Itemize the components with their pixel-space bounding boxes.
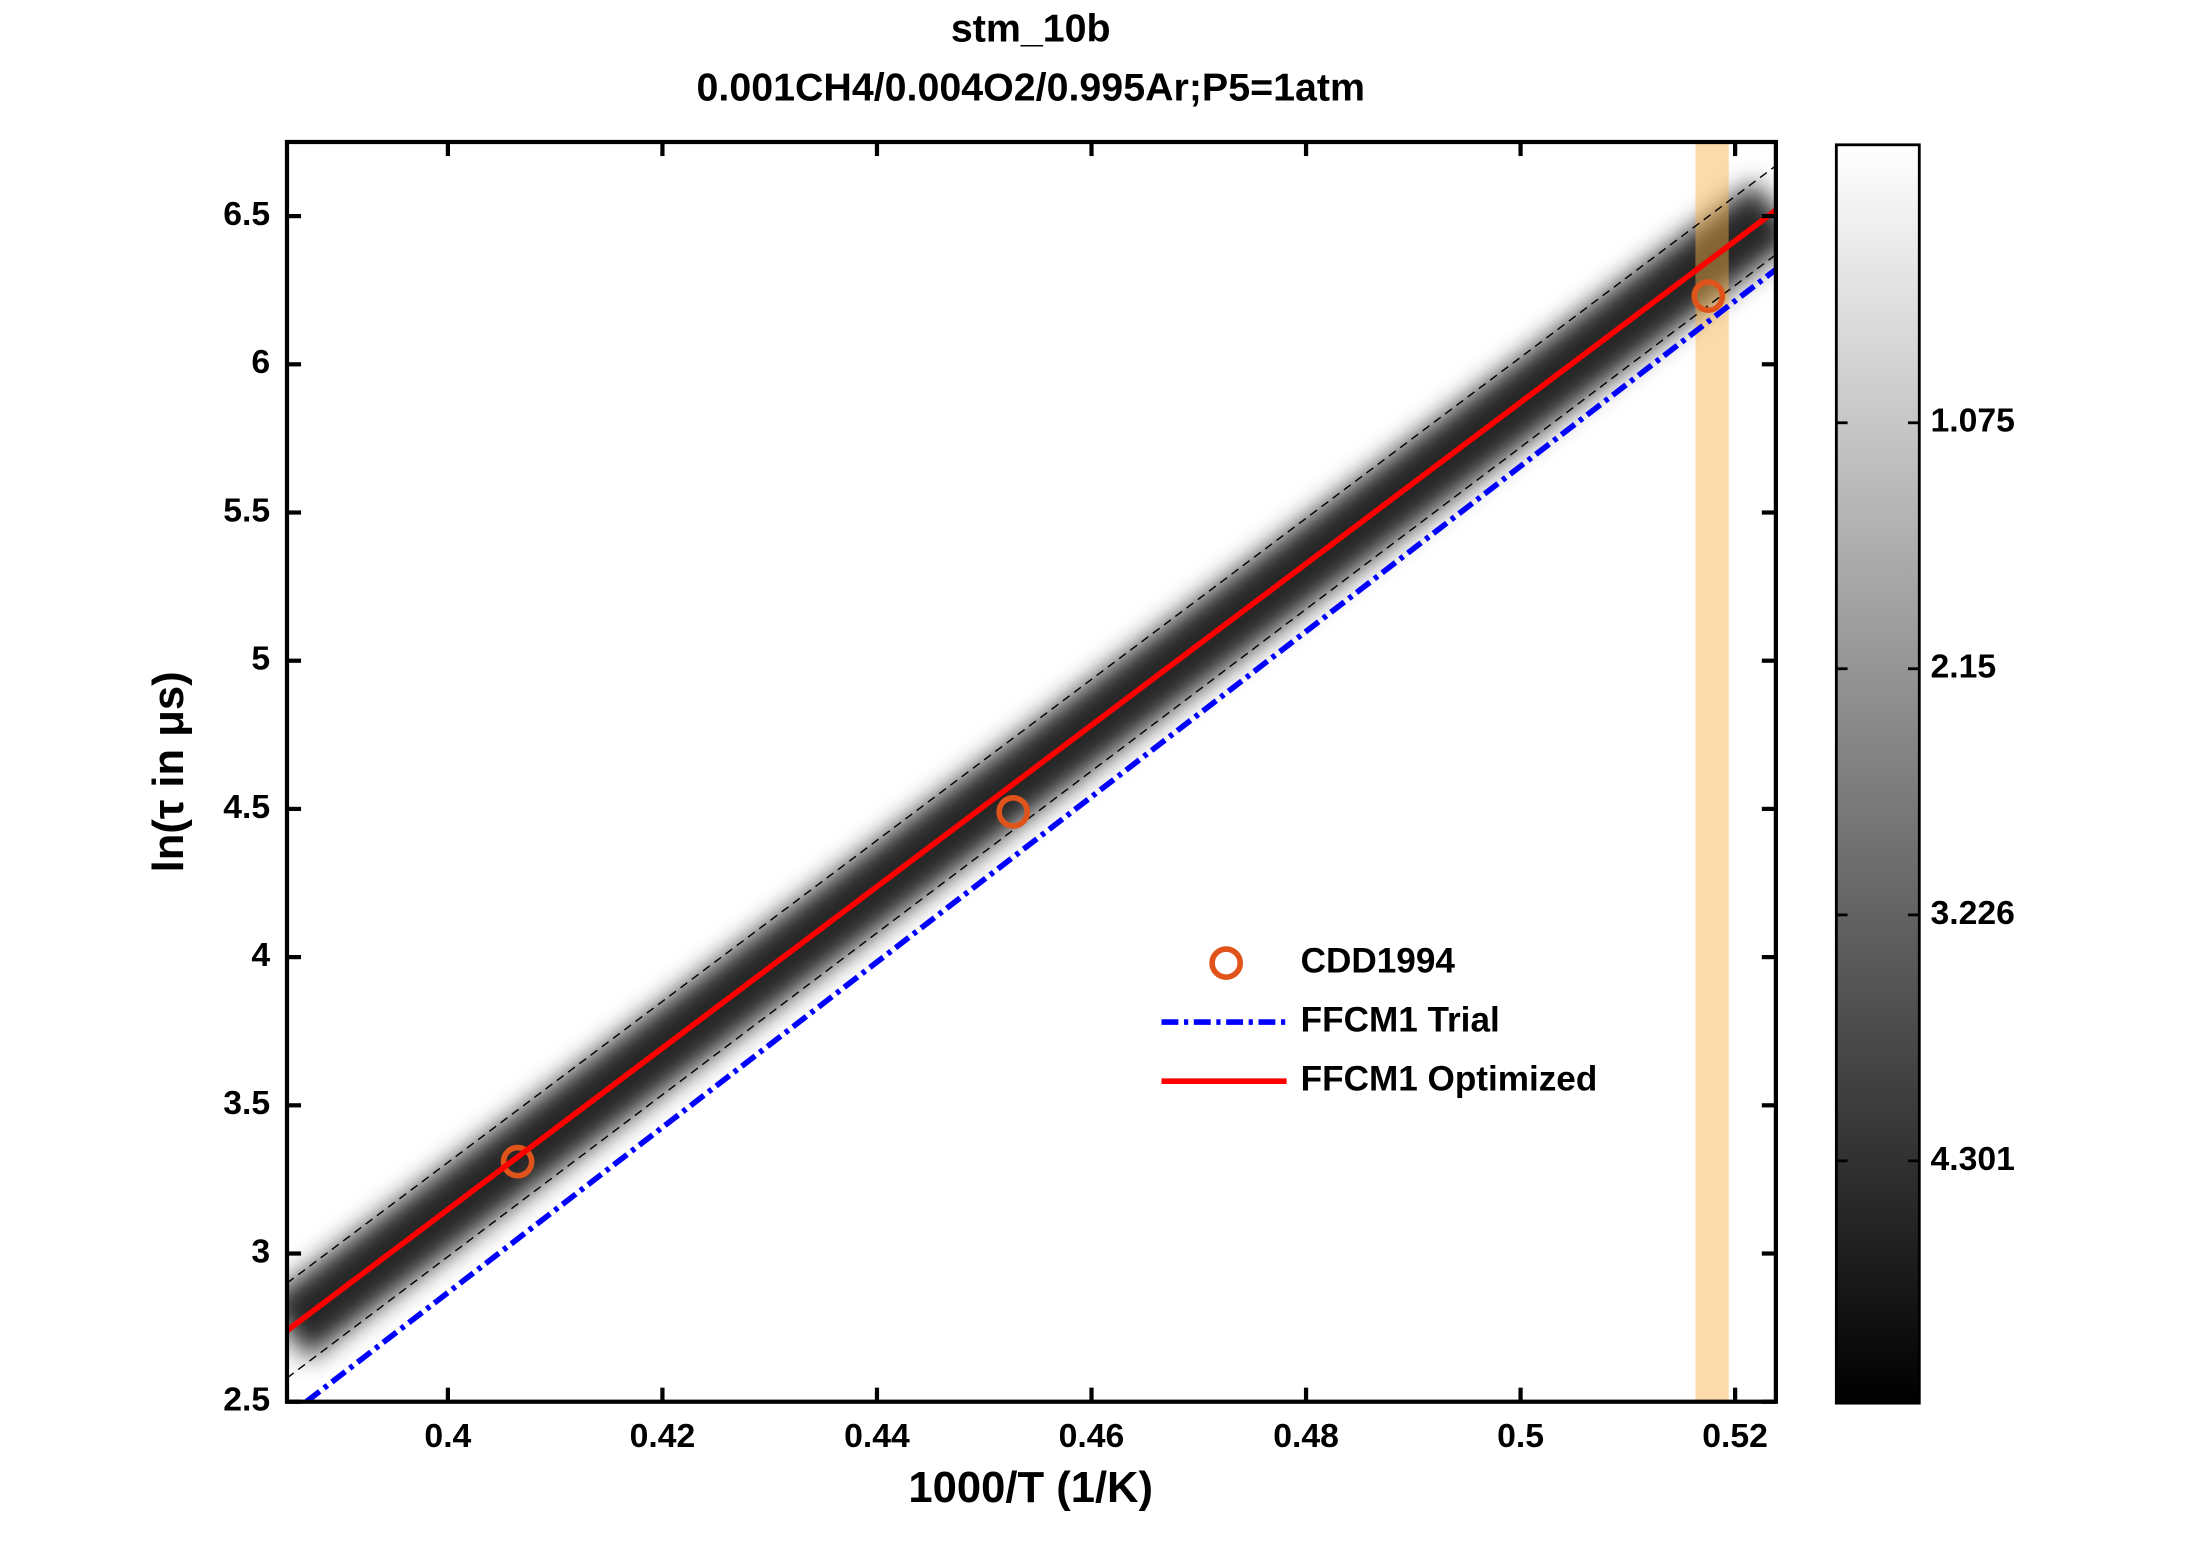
axes: 0.4 0.42 0.44 0.46 0.48 0.5 0.52 2.5 3 3.5 4 4.5 5 5.… [223,139,2015,1455]
y-tick-label: 6.5 [223,195,270,233]
colorbar-tick-label: 1.075 [1931,402,2015,440]
x-tick-label: 0.44 [844,1417,910,1455]
axes-frame [284,139,1778,1404]
data-point [996,795,1031,829]
series-line [304,267,1776,1402]
legend-label: CDD1994 [1301,941,1456,980]
y-tick-label: 4.5 [223,788,270,826]
plot-area [286,142,1776,1402]
data-point [500,1144,535,1179]
y-tick-label: 3 [251,1232,270,1270]
y-tick-label: 3.5 [223,1084,270,1122]
x-tick-label: 0.52 [1702,1417,1768,1455]
colorbar-tick-label: 4.301 [1931,1140,2015,1178]
data-point [1691,279,1726,314]
chart-subtitle: 0.001CH4/0.004O2/0.995Ar;P5=1atm [696,65,1364,109]
x-tick-label: 0.42 [630,1417,696,1455]
legend-label: FFCM1 Trial [1301,1000,1500,1039]
colorbar-tick-label: 2.15 [1931,648,1997,686]
y-tick-label: 4 [251,936,270,974]
bound-line [286,165,1776,1284]
x-tick-label: 0.46 [1059,1417,1125,1455]
bound-line [286,254,1776,1379]
chart-title: stm_10b [951,6,1111,50]
x-axis-label: 1000/T (1/K) [908,1464,1153,1512]
series-line [286,207,1776,1333]
colorbar-tick-label: 3.226 [1931,894,2015,932]
y-tick-label: 5.5 [223,491,270,529]
x-tick-label: 0.48 [1273,1417,1339,1455]
y-axis-label: ln(τ in μs) [145,671,193,872]
highlight-band [1695,142,1729,1402]
colorbar [1834,143,1921,1405]
y-tick-label: 6 [251,343,270,381]
legend-marker [1209,946,1244,980]
x-tick-label: 0.5 [1497,1417,1544,1455]
x-tick-label: 0.4 [424,1417,471,1455]
y-tick-label: 2.5 [223,1381,270,1419]
y-tick-label: 5 [251,640,270,678]
legend-label: FFCM1 Optimized [1301,1059,1598,1098]
